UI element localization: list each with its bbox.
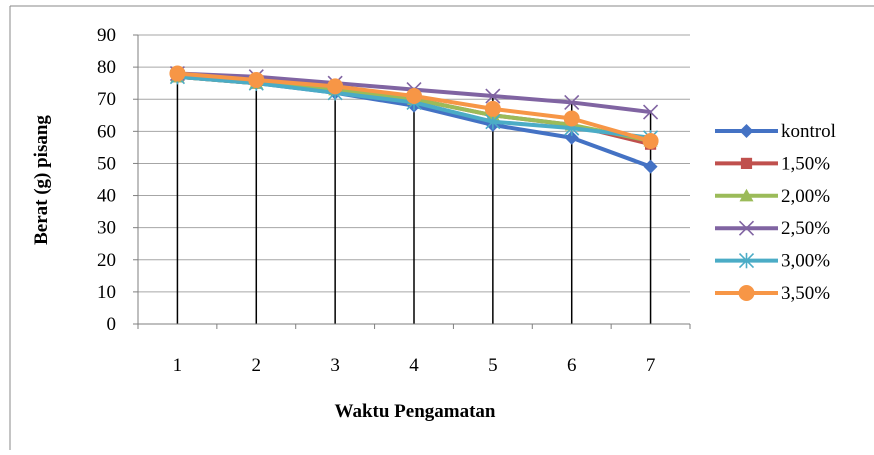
data-point-marker <box>248 71 265 88</box>
data-point-marker <box>738 285 755 301</box>
data-point-marker <box>564 130 579 145</box>
drop-lines <box>176 73 652 324</box>
data-point-marker <box>739 124 754 138</box>
data-point-marker <box>564 94 580 110</box>
y-tick-label: 40 <box>97 186 116 207</box>
tick-labels: 0 10 20 30 40 50 60 70 80 90 1 2 3 4 5 6 7 <box>97 25 655 376</box>
data-point-marker <box>643 104 659 120</box>
legend-entry: 2,50% <box>715 218 830 239</box>
legend-label: 2,00% <box>781 186 830 207</box>
marker-stroke <box>564 94 580 110</box>
legend-entry: 1,50% <box>715 153 830 174</box>
y-tick-label: 20 <box>97 250 116 271</box>
data-point-marker <box>643 159 658 174</box>
legend-label: kontrol <box>781 121 836 142</box>
x-tick-label: 4 <box>409 355 419 376</box>
legend-entry: 2,00% <box>715 186 830 207</box>
y-tick-label: 70 <box>97 89 116 110</box>
x-tick-label: 7 <box>646 355 656 376</box>
y-tick-label: 90 <box>97 25 116 46</box>
x-tick-label: 2 <box>252 355 262 376</box>
data-point-marker <box>485 88 501 104</box>
y-tick-label: 10 <box>97 282 116 303</box>
y-tick-label: 30 <box>97 218 116 239</box>
data-point-marker <box>740 157 753 169</box>
data-point-marker <box>169 65 186 82</box>
x-tick-label: 5 <box>488 355 498 376</box>
data-point-marker <box>738 220 755 236</box>
marker-stroke <box>643 104 659 120</box>
series-5 <box>169 65 659 149</box>
legend-entry: 3,50% <box>715 283 830 304</box>
y-tick-label: 60 <box>97 121 116 142</box>
x-tick-label: 3 <box>330 355 340 376</box>
legend-entry: 3,00% <box>715 251 830 272</box>
data-point-marker <box>739 188 754 202</box>
y-tick-label: 50 <box>97 153 116 174</box>
series-lines <box>169 65 659 174</box>
x-tick-label: 1 <box>173 355 183 376</box>
data-point-marker <box>406 88 422 105</box>
data-point-marker <box>484 100 501 117</box>
legend: kontrol 1,50% 2,00% 2,50% 3,00% 3,50% <box>715 121 836 304</box>
data-point-marker <box>738 252 755 269</box>
data-point-marker <box>327 78 344 95</box>
x-axis-title: Waktu Pengamatan <box>335 401 496 422</box>
legend-label: 3,50% <box>781 283 830 304</box>
y-tick-label: 80 <box>97 57 116 78</box>
marker-stroke <box>738 220 755 236</box>
legend-label: 1,50% <box>781 153 830 174</box>
data-point-marker <box>563 110 580 127</box>
marker-stroke <box>485 88 501 104</box>
legend-entry: kontrol <box>715 121 836 142</box>
y-tick-label: 0 <box>107 314 117 335</box>
axes <box>133 34 691 329</box>
data-point-marker <box>642 132 659 149</box>
legend-label: 2,50% <box>781 218 830 239</box>
y-axis-title: Berat (g) pisang <box>31 115 52 245</box>
legend-label: 3,00% <box>781 251 830 272</box>
x-tick-label: 6 <box>567 355 577 376</box>
